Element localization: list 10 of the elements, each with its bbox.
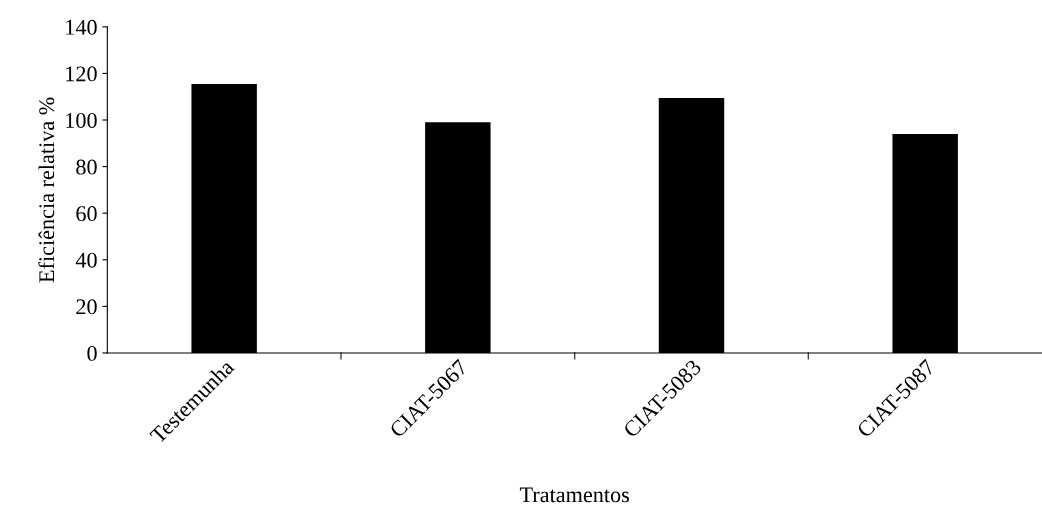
y-axis-title: Eficiência relativa % bbox=[38, 97, 55, 283]
y-tick-label: 100 bbox=[66, 112, 97, 128]
x-axis-title: Tratamentos bbox=[519, 487, 629, 503]
y-tick-label: 0 bbox=[87, 345, 97, 361]
y-tick-label: 60 bbox=[76, 206, 97, 222]
y-tick-label: 80 bbox=[76, 159, 97, 175]
y-tick-label: 40 bbox=[75, 252, 97, 268]
y-tick-label: 140 bbox=[66, 19, 97, 35]
y-tick-label: 20 bbox=[76, 299, 97, 315]
y-tick-label: 120 bbox=[66, 66, 97, 82]
